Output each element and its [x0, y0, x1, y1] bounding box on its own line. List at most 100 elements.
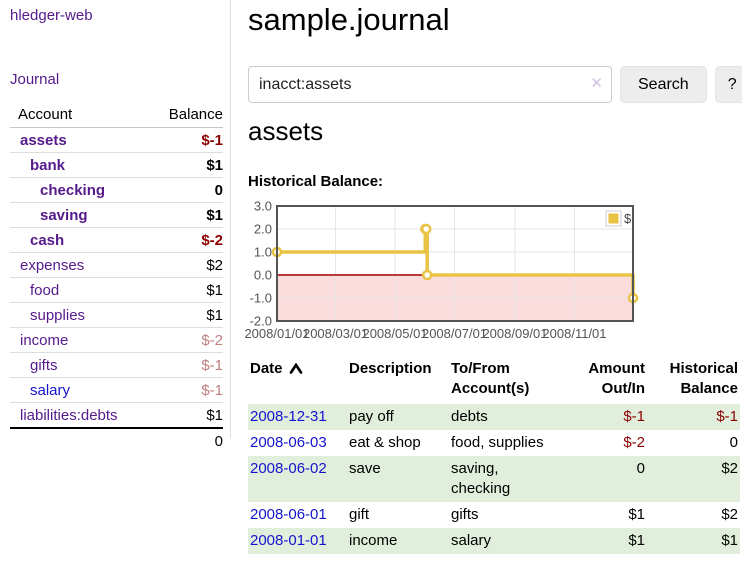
- transaction-date-link[interactable]: 2008-06-01: [250, 506, 327, 523]
- account-row: income $-2: [10, 327, 223, 353]
- transaction-accounts: salary: [451, 532, 492, 549]
- legend-label: $: [624, 211, 632, 226]
- transaction-balance: $2: [721, 506, 738, 523]
- transaction-accounts: food, supplies: [451, 434, 544, 451]
- data-point-marker: [421, 269, 433, 281]
- account-row: expenses $2: [10, 252, 223, 278]
- main-content: sample.journal ✕ Search ? assets Histori…: [240, 0, 742, 582]
- transaction-description: pay off: [349, 408, 394, 425]
- plot-border: [276, 205, 634, 322]
- y-axis-tick-label: -1.0: [250, 291, 272, 306]
- data-point-marker: [420, 223, 432, 235]
- search-button[interactable]: Search: [620, 66, 707, 103]
- account-row: food $1: [10, 277, 223, 303]
- transaction-amount: 0: [636, 460, 645, 477]
- transaction-amount: $1: [628, 532, 645, 549]
- account-balance: $-2: [151, 327, 223, 353]
- account-balance: $1: [151, 202, 223, 228]
- x-axis-tick-label: 2008/11/01: [542, 326, 606, 341]
- register-row: 2008-06-01 gift gifts $1 $2: [248, 502, 740, 528]
- clear-search-icon[interactable]: ✕: [590, 75, 603, 92]
- chart-title: Historical Balance:: [248, 173, 384, 190]
- sidebar-account-link-liabilities-debts[interactable]: liabilities:debts: [20, 407, 118, 424]
- account-balance: $-1: [151, 377, 223, 403]
- sidebar-account-link-supplies[interactable]: supplies: [30, 307, 86, 324]
- sidebar-account-link-assets[interactable]: assets: [20, 132, 67, 149]
- sidebar-item-journal[interactable]: Journal: [10, 71, 60, 88]
- transaction-date-link[interactable]: 2008-06-03: [250, 434, 327, 451]
- account-row: liabilities:debts $1: [10, 402, 223, 428]
- y-axis-tick-label: 0.0: [254, 268, 272, 283]
- sidebar-account-link-food[interactable]: food: [30, 282, 60, 299]
- transaction-balance: $1: [721, 532, 738, 549]
- account-row: cash $-2: [10, 227, 223, 253]
- search-input-wrap: ✕: [248, 66, 612, 103]
- sidebar-account-link-salary[interactable]: salary: [30, 382, 71, 399]
- register-header-amount-out/in: Amount Out/In: [588, 360, 645, 397]
- search-input[interactable]: [248, 66, 612, 103]
- account-row: assets $-1: [10, 128, 223, 153]
- account-balance: $1: [151, 152, 223, 178]
- register-table: Date Description To/From Account(s) Amount Ou…: [248, 357, 740, 554]
- account-balance: $1: [151, 302, 223, 328]
- transaction-accounts: gifts: [451, 506, 479, 523]
- sidebar-account-link-saving[interactable]: saving: [40, 207, 88, 224]
- transaction-description: gift: [349, 506, 370, 523]
- account-row: gifts $-1: [10, 352, 223, 378]
- account-row: salary $-1: [10, 377, 223, 403]
- transaction-description: save: [349, 460, 381, 477]
- register-header-date[interactable]: Date: [248, 357, 347, 404]
- transaction-accounts: saving, checking: [451, 460, 511, 497]
- account-row: checking 0: [10, 177, 223, 203]
- account-row: supplies $1: [10, 302, 223, 328]
- sidebar-account-link-cash[interactable]: cash: [30, 232, 65, 249]
- sidebar-account-link-income[interactable]: income: [20, 332, 69, 349]
- transaction-date-link[interactable]: 2008-01-01: [250, 532, 327, 549]
- sidebar-account-link-checking[interactable]: checking: [40, 182, 106, 199]
- register-header-to/from-account-s-: To/From Account(s): [451, 360, 530, 397]
- account-balance: 0: [151, 177, 223, 203]
- sidebar-account-link-bank[interactable]: bank: [30, 157, 66, 174]
- transaction-balance: 0: [729, 434, 738, 451]
- sort-asc-icon: [289, 362, 302, 374]
- x-axis-tick-label: 2008/01/01: [244, 326, 309, 341]
- sidebar-account-link-expenses[interactable]: expenses: [20, 257, 85, 274]
- transaction-description: income: [349, 532, 398, 549]
- account-row: bank $1: [10, 152, 223, 178]
- accounts-total-value: 0: [151, 427, 223, 454]
- x-axis-tick-label: 2008/07/01: [422, 326, 487, 341]
- transaction-date-link[interactable]: 2008-12-31: [250, 408, 327, 425]
- account-row: saving $1: [10, 202, 223, 228]
- transaction-date-link[interactable]: 2008-06-02: [250, 460, 327, 477]
- account-balance: $2: [151, 252, 223, 278]
- app-title-link[interactable]: hledger-web: [10, 7, 93, 24]
- transaction-balance: $-1: [716, 408, 738, 425]
- transaction-balance: $2: [721, 460, 738, 477]
- y-axis-tick-label: 1.0: [254, 245, 272, 260]
- register-header-description: Description: [349, 360, 432, 377]
- accounts-total-row: 0: [10, 427, 223, 454]
- register-row: 2008-06-03 eat & shop food, supplies $-2 0: [248, 430, 740, 456]
- transaction-amount: $1: [628, 506, 645, 523]
- register-row: 2008-06-02 save saving, checking 0 $2: [248, 456, 740, 502]
- x-axis-tick-label: 2008/09/01: [482, 326, 547, 341]
- account-balance: $1: [151, 402, 223, 428]
- transaction-description: eat & shop: [349, 434, 421, 451]
- x-axis-tick-label: 2008/05/01: [362, 326, 427, 341]
- account-balance: $-2: [151, 227, 223, 253]
- account-heading: assets: [248, 116, 324, 146]
- accounts-header-account: Account: [10, 103, 152, 128]
- x-axis-tick-label: 2008/03/01: [303, 326, 368, 341]
- help-button[interactable]: ?: [714, 66, 742, 103]
- transaction-accounts: debts: [451, 408, 488, 425]
- transaction-amount: $-1: [623, 408, 645, 425]
- sidebar: hledger-web Journal Account Balance asse…: [0, 0, 231, 454]
- account-balance: $-1: [151, 352, 223, 378]
- accounts-header-balance: Balance: [151, 103, 223, 128]
- accounts-table: Account Balance assets $-1 bank $1 checking 0…: [10, 103, 223, 454]
- legend-swatch: [608, 213, 619, 224]
- transaction-amount: $-2: [623, 434, 645, 451]
- register-row: 2008-12-31 pay off debts $-1 $-1: [248, 404, 740, 430]
- sidebar-account-link-gifts[interactable]: gifts: [30, 357, 58, 374]
- register-row: 2008-01-01 income salary $1 $1: [248, 528, 740, 554]
